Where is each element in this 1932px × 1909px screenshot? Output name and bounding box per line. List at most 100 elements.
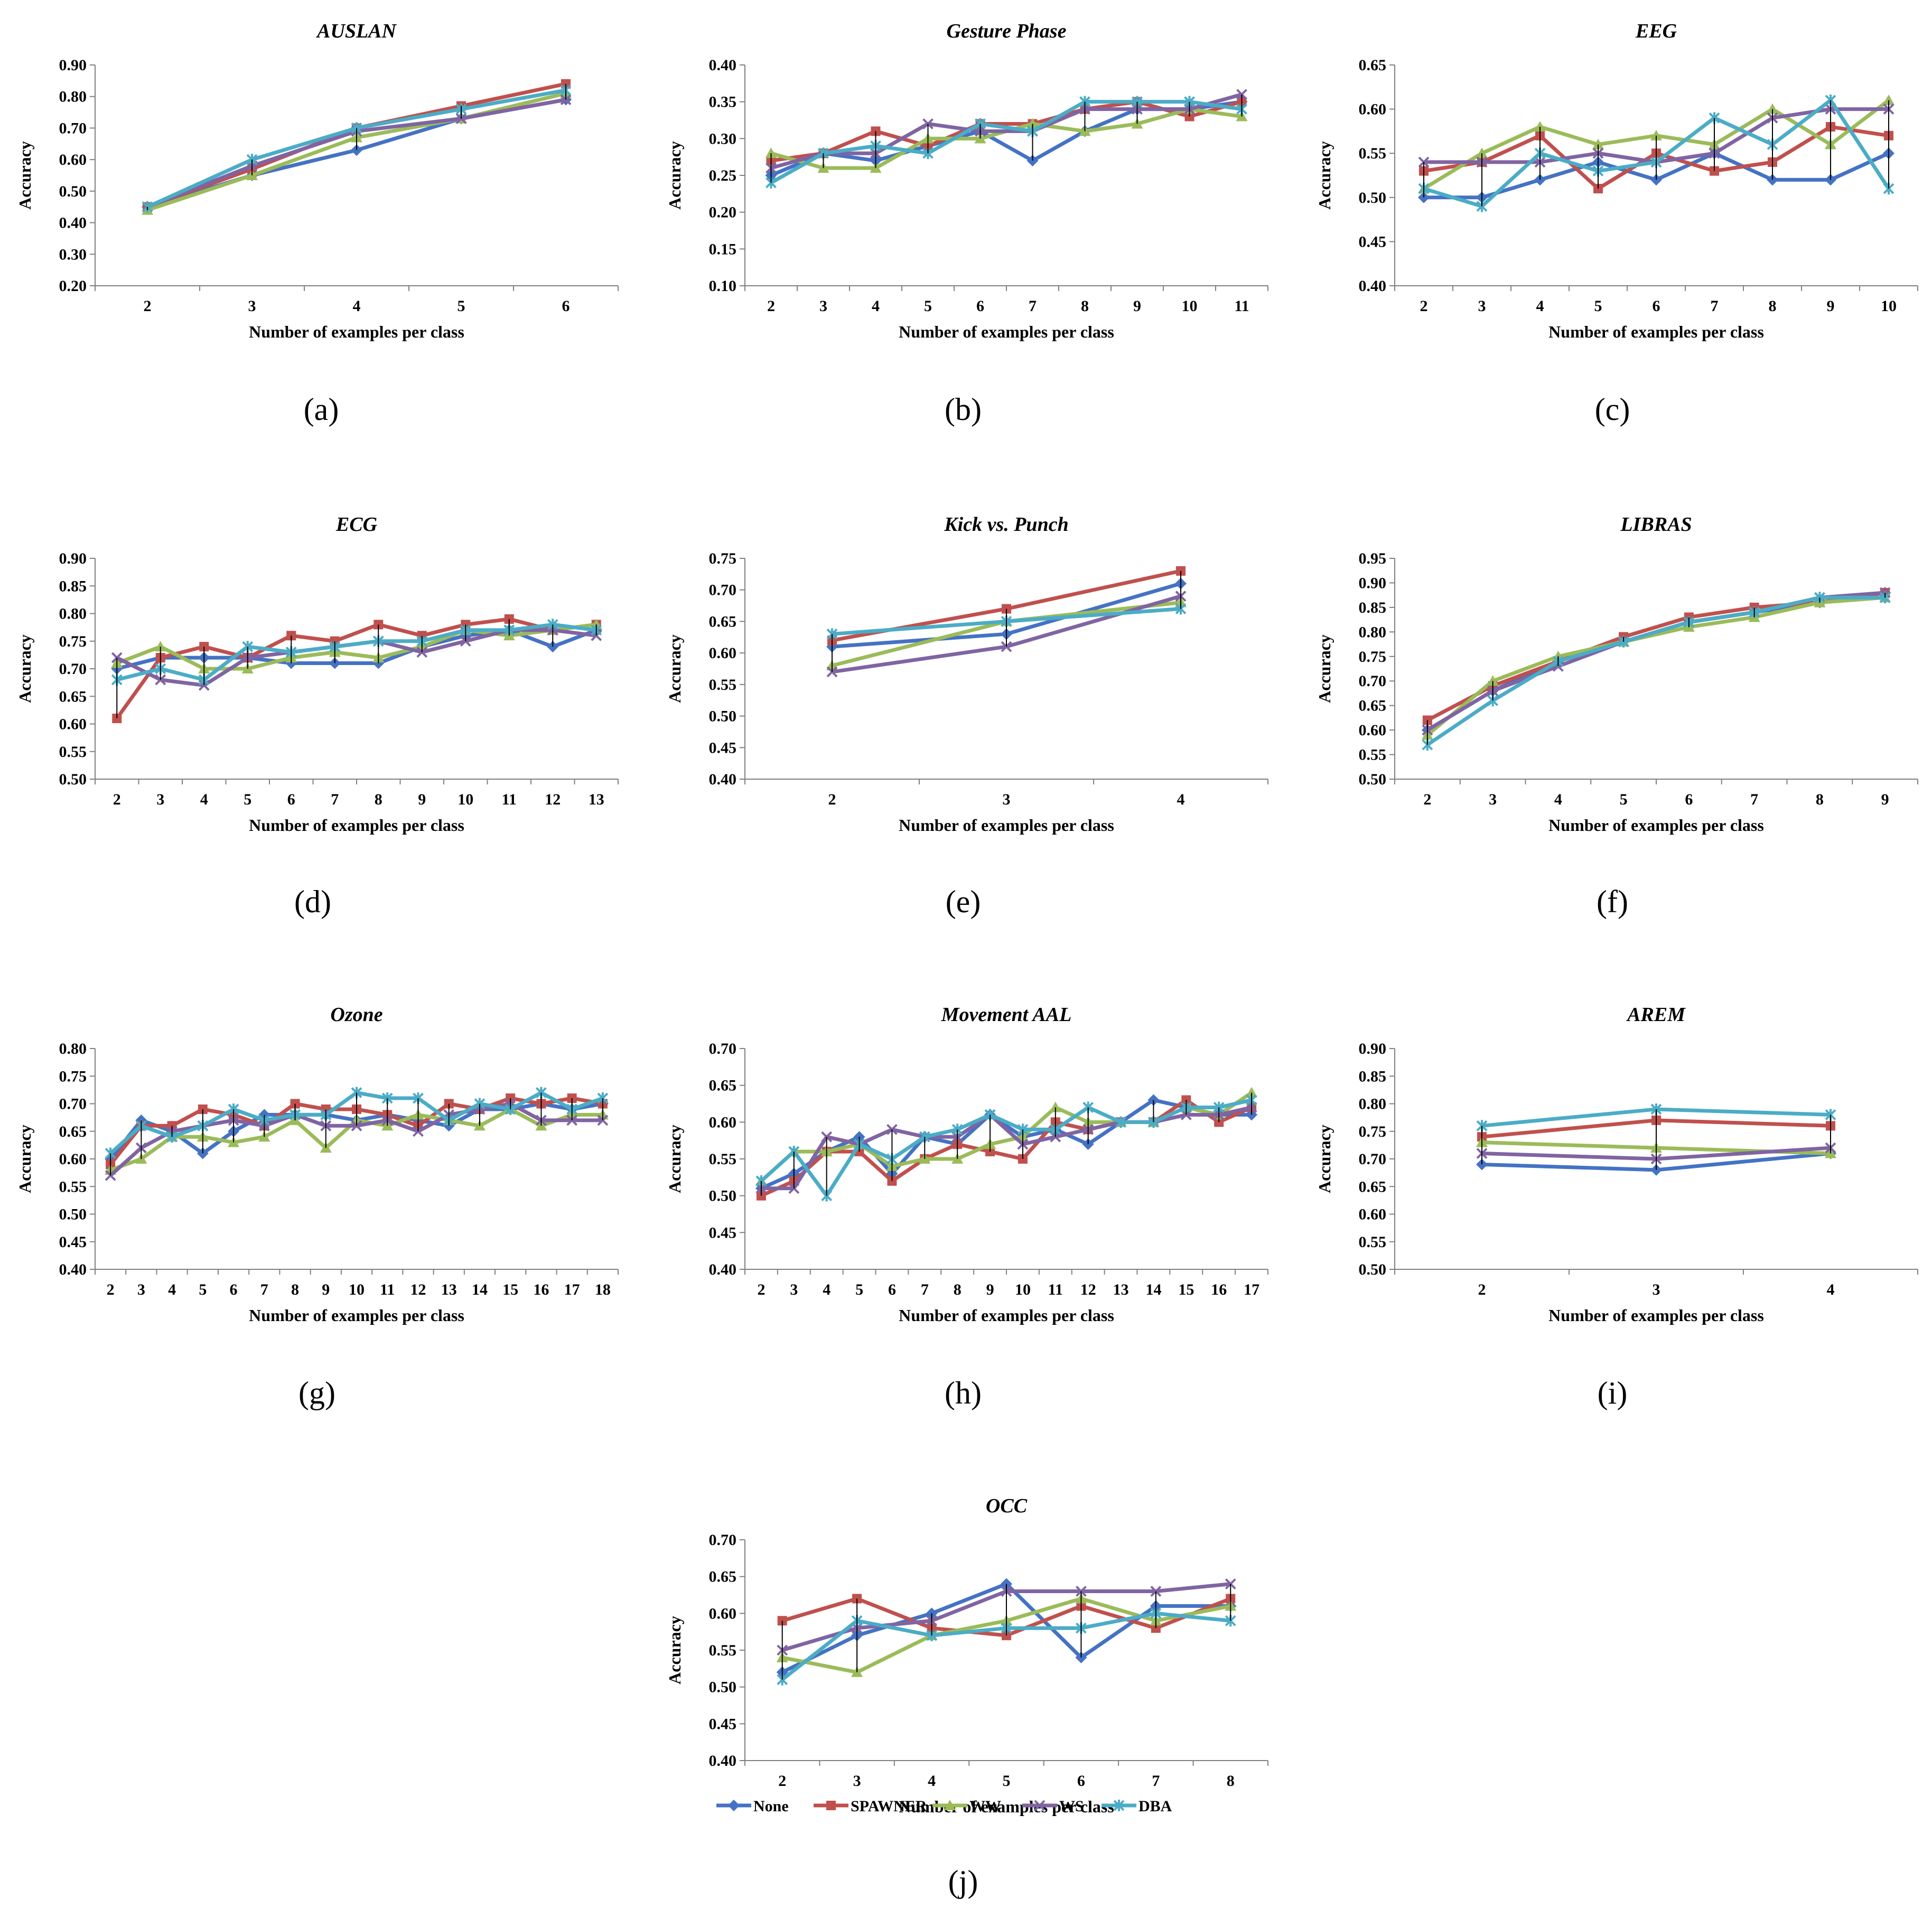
series-line xyxy=(770,100,1242,184)
y-axis-label: Accuracy xyxy=(1315,634,1334,703)
x-tick-label: 12 xyxy=(1080,1281,1096,1298)
y-tick-label: 0.50 xyxy=(59,771,87,788)
y-tick-label: 0.40 xyxy=(709,57,737,74)
x-tick-label: 18 xyxy=(595,1281,611,1298)
y-tick-label: 0.70 xyxy=(709,582,737,599)
y-tick-label: 0.85 xyxy=(1359,1068,1387,1085)
ww-marker xyxy=(1476,147,1488,158)
legend-spawner-marker xyxy=(826,1801,836,1810)
y-tick-label: 0.80 xyxy=(59,1040,87,1058)
y-tick-label: 0.50 xyxy=(1359,189,1387,207)
x-tick-label: 9 xyxy=(1881,791,1889,808)
panel-label: (j) xyxy=(948,1864,978,1899)
y-tick-label: 0.75 xyxy=(1359,648,1387,666)
y-tick-label: 0.65 xyxy=(1359,1178,1387,1195)
y-tick-label: 0.20 xyxy=(59,277,87,295)
y-tick-label: 0.50 xyxy=(709,1679,737,1696)
y-tick-label: 0.55 xyxy=(1359,1233,1387,1251)
series-line xyxy=(1426,591,1886,722)
ww-marker xyxy=(765,147,777,158)
y-tick-label: 0.55 xyxy=(709,1642,737,1659)
x-tick-label: 2 xyxy=(144,297,152,315)
legend-none-marker xyxy=(728,1800,740,1811)
legend-dba-marker xyxy=(1113,1800,1125,1811)
series-dba xyxy=(1422,592,1891,751)
panel-label: (f) xyxy=(1597,884,1628,919)
y-tick-label: 0.55 xyxy=(709,676,737,694)
x-tick-label: 6 xyxy=(1077,1772,1085,1790)
x-tick-label: 7 xyxy=(1029,297,1037,315)
x-tick-label: 6 xyxy=(230,1281,238,1298)
y-tick-label: 0.80 xyxy=(59,605,87,623)
chart-ozone: Ozone 0.40 0.45 0.50 0.55 0.60 0.65 0.70 0.75 0.8… xyxy=(15,1004,619,1410)
x-tick-label: 9 xyxy=(1827,297,1835,315)
chart-title: Kick vs. Punch xyxy=(944,513,1068,536)
ww-marker xyxy=(1534,121,1546,132)
y-tick-label: 0.35 xyxy=(709,93,737,111)
y-tick-label: 0.40 xyxy=(709,1752,737,1770)
x-tick-label: 11 xyxy=(380,1281,395,1298)
y-tick-label: 0.55 xyxy=(59,1178,87,1195)
series-line xyxy=(1426,595,1886,737)
y-tick-label: 0.60 xyxy=(709,1113,737,1131)
panel-label: (g) xyxy=(298,1375,335,1410)
chart-kick-vs-punch: Kick vs. Punch 0.40 0.45 0.50 0.55 0.60 0.65 0.… xyxy=(665,513,1268,919)
y-tick-label: 0.30 xyxy=(709,130,737,147)
x-tick-label: 3 xyxy=(137,1281,145,1298)
ww-marker xyxy=(1592,138,1604,149)
x-tick-label: 4 xyxy=(872,297,880,315)
chart-title: LIBRAS xyxy=(1620,513,1692,536)
y-tick-label: 0.90 xyxy=(1359,574,1387,592)
y-tick-label: 0.45 xyxy=(1359,233,1387,250)
x-tick-label: 4 xyxy=(200,791,208,808)
x-tick-label: 17 xyxy=(564,1281,580,1298)
x-tick-label: 5 xyxy=(458,297,465,315)
legend-item-ws: WS xyxy=(1022,1798,1084,1815)
y-tick-label: 0.85 xyxy=(1359,599,1387,616)
x-tick-label: 14 xyxy=(1145,1281,1161,1298)
x-tick-label: 2 xyxy=(1420,297,1428,315)
y-tick-label: 0.65 xyxy=(709,1077,737,1094)
x-axis-label: Number of examples per class xyxy=(1548,1306,1764,1325)
x-tick-label: 6 xyxy=(562,297,570,315)
x-tick-label: 16 xyxy=(533,1281,549,1298)
ww-marker xyxy=(1487,675,1499,686)
y-axis-label: Accuracy xyxy=(665,141,684,210)
y-tick-label: 0.90 xyxy=(59,550,87,567)
legend-label: WW xyxy=(969,1798,1001,1815)
y-tick-label: 0.60 xyxy=(59,716,87,733)
x-tick-label: 12 xyxy=(545,791,561,808)
x-tick-label: 10 xyxy=(349,1281,365,1298)
y-axis-label: Accuracy xyxy=(665,634,684,703)
x-axis-label: Number of examples per class xyxy=(899,816,1114,835)
y-tick-label: 0.75 xyxy=(59,1068,87,1085)
y-axis-label: Accuracy xyxy=(1315,1125,1334,1193)
ws-marker xyxy=(1150,1586,1162,1597)
x-tick-label: 17 xyxy=(1244,1281,1259,1298)
x-tick-label: 2 xyxy=(1423,791,1431,808)
legend-label: None xyxy=(753,1798,789,1815)
chart-title: AREM xyxy=(1626,1004,1686,1026)
y-tick-label: 0.60 xyxy=(709,644,737,662)
y-tick-label: 0.30 xyxy=(59,246,87,263)
y-tick-label: 0.40 xyxy=(1359,277,1387,295)
y-tick-label: 0.45 xyxy=(709,1715,737,1733)
series-line xyxy=(1426,595,1886,746)
y-axis-label: Accuracy xyxy=(665,1125,684,1193)
x-tick-label: 5 xyxy=(1620,791,1628,808)
series-line xyxy=(760,1098,1252,1198)
legend-label: DBA xyxy=(1138,1798,1172,1815)
x-tick-label: 4 xyxy=(1536,297,1544,315)
x-tick-label: 8 xyxy=(375,791,382,808)
x-tick-label: 6 xyxy=(888,1281,896,1298)
y-tick-label: 0.80 xyxy=(59,88,87,106)
y-tick-label: 0.40 xyxy=(59,214,87,232)
ws-marker xyxy=(1076,1586,1087,1597)
legend-item-dba: DBA xyxy=(1102,1798,1172,1815)
x-tick-label: 4 xyxy=(823,1281,830,1298)
x-tick-label: 10 xyxy=(458,791,473,808)
y-tick-label: 0.45 xyxy=(709,739,737,756)
y-tick-label: 0.50 xyxy=(709,708,737,725)
